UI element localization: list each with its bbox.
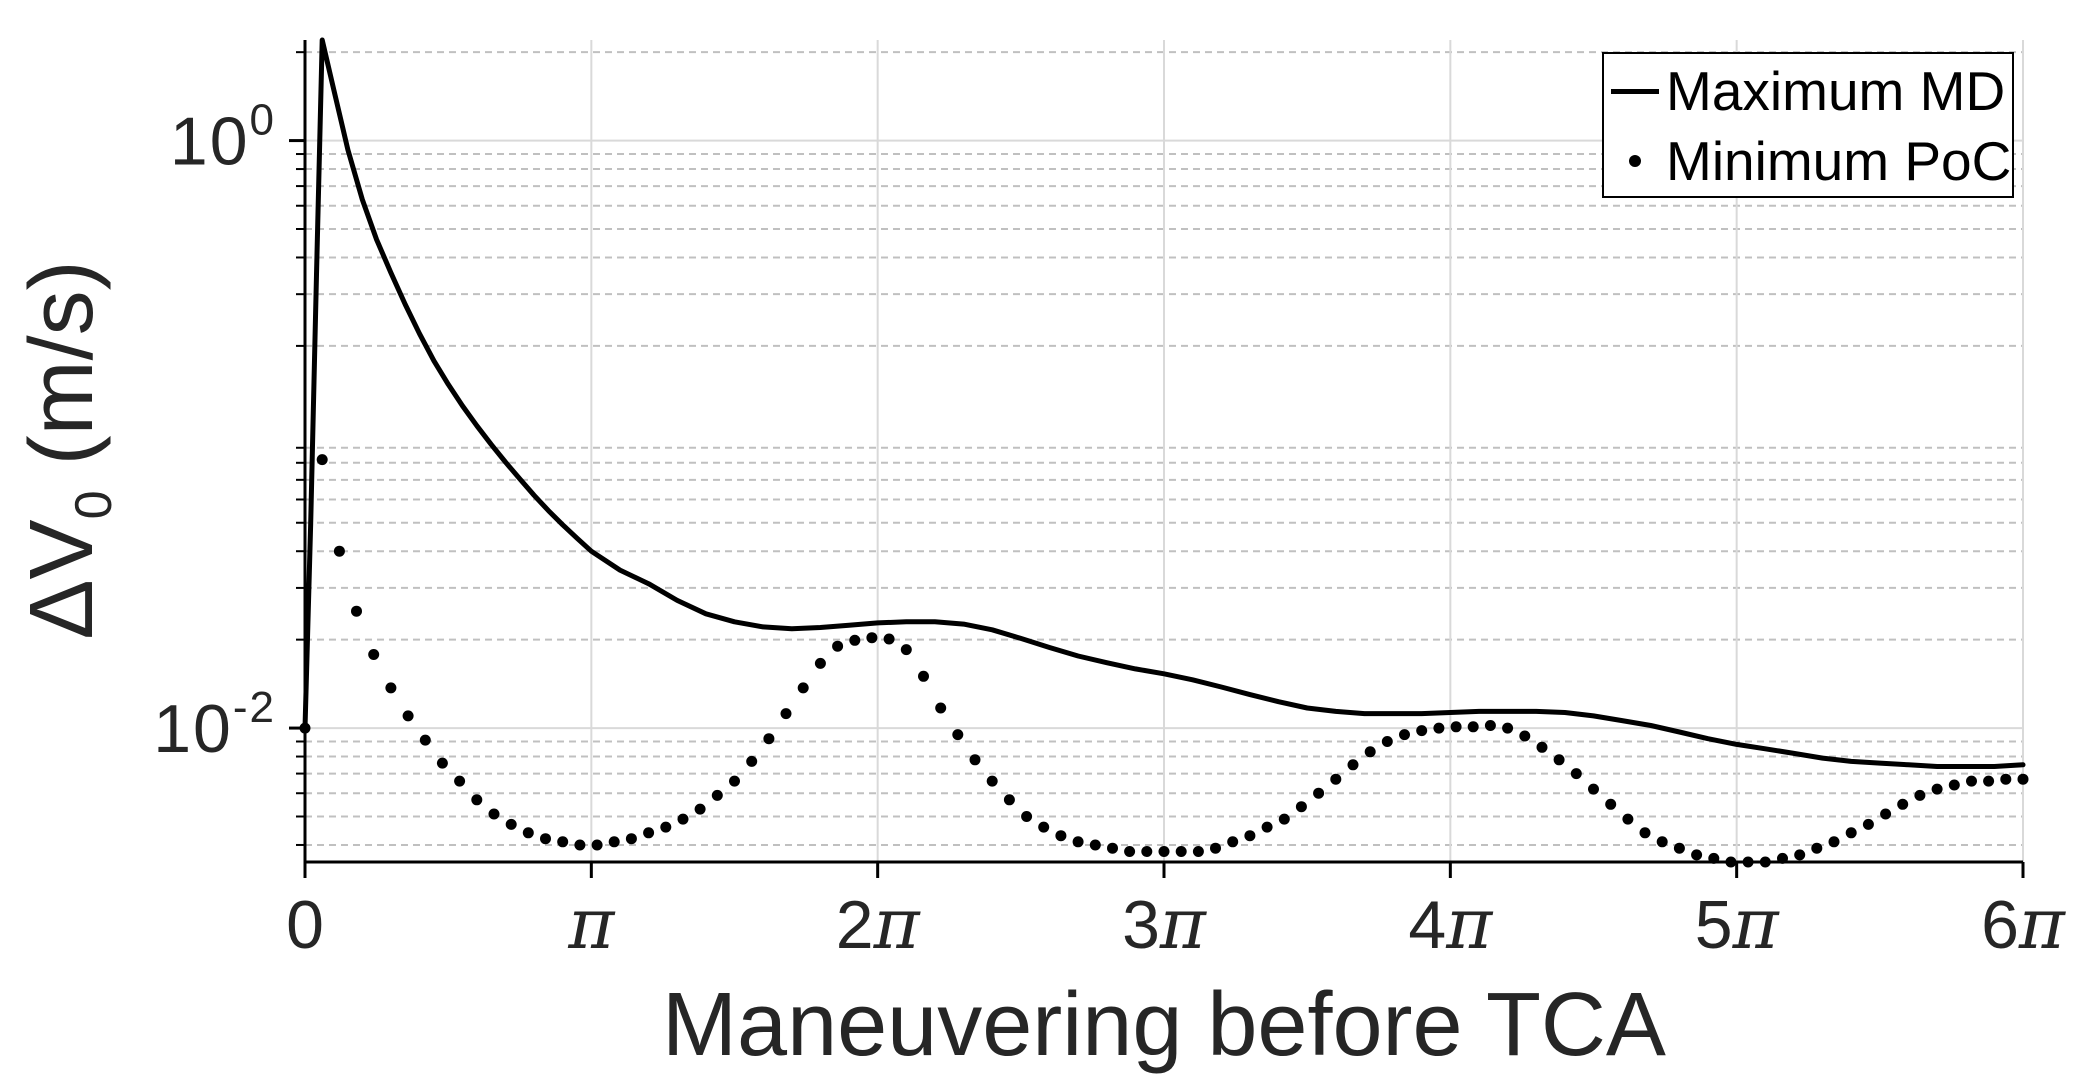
legend-label-minimum-poc: Minimum PoC	[1666, 130, 2012, 192]
solid-line-icon	[1611, 88, 1659, 94]
y-tick-labels: 100 10-2	[153, 96, 276, 767]
x-tick-label: 6π	[1981, 883, 2067, 965]
x-tick-label: 3π	[1122, 883, 1208, 965]
x-tick-label: 5π	[1695, 883, 1781, 965]
x-tick-label: 0	[286, 887, 324, 963]
tick-marks	[289, 51, 2025, 878]
legend: Maximum MD Minimum PoC	[1602, 52, 2014, 198]
legend-entry-minimum-poc: Minimum PoC	[1604, 126, 2012, 196]
dot-marker-icon	[1629, 155, 1641, 167]
series	[299, 37, 2029, 868]
x-tick-labels: 0 π 2π 3π 4π 5π 6π	[286, 883, 2067, 965]
legend-entry-maximum-md: Maximum MD	[1604, 56, 2012, 126]
y-axis-label-main: ΔV	[12, 519, 112, 640]
x-axis-label: Maneuvering before TCA	[662, 975, 1666, 1075]
legend-sample-cell	[1604, 88, 1666, 94]
y-tick-label: 10-2	[153, 683, 276, 767]
x-tick-label: 4π	[1408, 883, 1494, 965]
y-axis-label-units: (m/s)	[12, 260, 112, 491]
y-axis-label-subscript: 0	[65, 490, 123, 520]
major-gridlines	[305, 40, 2024, 862]
y-axis-label: ΔV0 (m/s)	[12, 260, 123, 639]
minimum-poc-markers	[299, 454, 2029, 868]
x-tick-label: π	[567, 883, 616, 965]
legend-label-maximum-md: Maximum MD	[1666, 60, 2006, 122]
legend-sample-cell	[1604, 155, 1666, 167]
y-tick-label: 100	[170, 96, 276, 180]
maximum-md-line	[302, 37, 2026, 769]
x-tick-label: 2π	[836, 883, 922, 965]
